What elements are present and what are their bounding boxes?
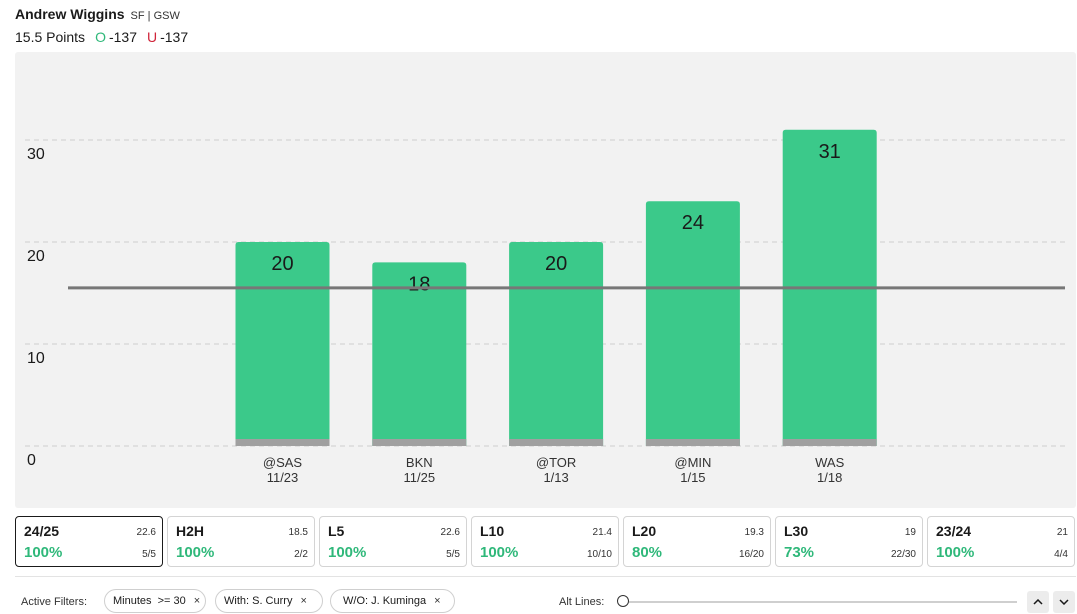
bar-base <box>235 439 330 446</box>
split-card-fraction: 10/10 <box>586 549 612 560</box>
bar-base <box>645 439 740 446</box>
split-card-hit-rate: 100% <box>176 544 215 561</box>
x-category-label: BKN <box>406 455 433 470</box>
filter-bar: Active Filters: Minutes >= 30 × With: S.… <box>15 576 1076 614</box>
split-card-hit-rate: 100% <box>328 544 367 561</box>
filter-chip-text: W/O: J. Kuminga <box>343 595 427 607</box>
bar <box>235 242 330 446</box>
split-card-average: 19.3 <box>744 527 764 538</box>
split-card-hit-rate: 100% <box>24 544 63 561</box>
split-card-average: 21 <box>1056 527 1068 538</box>
split-card-hit-rate: 73% <box>784 544 815 561</box>
player-name: Andrew Wiggins <box>15 6 125 22</box>
filter-chip-text: With: S. Curry <box>224 595 293 607</box>
under-odds[interactable]: U -137 <box>147 29 188 45</box>
y-tick-label: 30 <box>27 146 45 163</box>
bar <box>645 201 740 446</box>
split-card-average: 21.4 <box>592 527 612 538</box>
player-team: SF | GSW <box>130 10 180 22</box>
split-card[interactable]: L10 21.4 100% 10/10 <box>471 516 619 567</box>
split-card-label: L20 <box>632 523 657 539</box>
split-card[interactable]: 24/25 22.6 100% 5/5 <box>15 516 163 567</box>
bar-value-label: 20 <box>545 253 567 275</box>
split-card-fraction: 16/20 <box>738 549 764 560</box>
filter-chip-without-kuminga[interactable]: W/O: J. Kuminga × <box>330 589 455 613</box>
split-card-label: L30 <box>784 523 809 539</box>
split-card-fraction: 4/4 <box>1054 549 1068 560</box>
filter-chip-minutes[interactable]: Minutes >= 30 × <box>104 589 206 613</box>
split-card[interactable]: L20 19.3 80% 16/20 <box>623 516 771 567</box>
split-card-label: H2H <box>176 523 205 539</box>
y-tick-label: 0 <box>27 452 36 469</box>
bar <box>509 242 604 446</box>
over-odds[interactable]: O -137 <box>95 29 137 45</box>
game-log-chart: 0 10 20 30 20 @SAS 11/23 18 BKN 11/25 20 @TOR 1/13 24… <box>15 52 1076 508</box>
close-icon[interactable]: × <box>193 595 201 607</box>
x-date-label: 1/13 <box>543 470 568 485</box>
split-card-average: 18.5 <box>288 527 308 538</box>
split-card-label: L10 <box>480 523 505 539</box>
split-card-label: L5 <box>328 523 345 539</box>
under-odds-value: -137 <box>160 29 189 45</box>
prop-line: 15.5 Points <box>15 29 86 45</box>
chevron-down-icon <box>1059 599 1069 605</box>
filter-chip-text: Minutes >= 30 <box>113 595 186 607</box>
bar <box>372 262 467 446</box>
close-icon[interactable]: × <box>300 595 307 607</box>
bar-base <box>372 439 467 446</box>
chevron-up-icon <box>1033 599 1043 605</box>
split-card[interactable]: H2H 18.5 100% 2/2 <box>167 516 315 567</box>
x-date-label: 1/18 <box>817 470 842 485</box>
x-date-label: 11/25 <box>404 470 436 485</box>
split-card[interactable]: L30 19 73% 22/30 <box>775 516 923 567</box>
x-category-label: @MIN <box>674 455 711 470</box>
split-cards: 24/25 22.6 100% 5/5 H2H 18.5 100% 2/2 L5 22.6 100%… <box>15 516 1075 567</box>
split-card-hit-rate: 80% <box>632 544 663 561</box>
x-date-label: 11/23 <box>267 470 299 485</box>
alt-line-down-button[interactable] <box>1053 591 1075 613</box>
bar-value-label: 31 <box>819 141 841 163</box>
split-card[interactable]: L5 22.6 100% 5/5 <box>319 516 467 567</box>
close-icon[interactable]: × <box>434 595 441 607</box>
bar-value-label: 18 <box>408 273 430 295</box>
split-card-hit-rate: 100% <box>480 544 519 561</box>
split-card-label: 23/24 <box>936 523 972 539</box>
x-category-label: @TOR <box>536 455 576 470</box>
player-header: Andrew Wiggins SF | GSW 15.5 Points O -1… <box>15 6 188 45</box>
x-date-label: 1/15 <box>680 470 705 485</box>
y-tick-label: 10 <box>27 350 45 367</box>
active-filters-label: Active Filters: <box>21 596 88 608</box>
split-card-fraction: 5/5 <box>446 549 460 560</box>
split-card-fraction: 22/30 <box>890 549 916 560</box>
split-card-average: 19 <box>904 527 916 538</box>
alt-line-up-button[interactable] <box>1027 591 1049 613</box>
split-card-fraction: 2/2 <box>294 549 308 560</box>
alt-lines-slider-thumb[interactable] <box>617 595 629 607</box>
alt-lines-slider-track[interactable] <box>623 601 1017 603</box>
y-tick-label: 20 <box>27 248 45 265</box>
split-card-average: 22.6 <box>440 527 460 538</box>
split-card-label: 24/25 <box>24 523 60 539</box>
bar-value-label: 20 <box>271 253 293 275</box>
split-card-hit-rate: 100% <box>936 544 975 561</box>
filter-chip-with-curry[interactable]: With: S. Curry × <box>215 589 323 613</box>
split-card[interactable]: 23/24 21 100% 4/4 <box>927 516 1075 567</box>
split-card-fraction: 5/5 <box>142 549 156 560</box>
x-category-label: WAS <box>815 455 844 470</box>
bar-base <box>782 439 877 446</box>
split-card-average: 22.6 <box>136 527 156 538</box>
over-odds-value: -137 <box>108 29 137 45</box>
bar-value-label: 24 <box>682 212 704 234</box>
under-marker: U <box>146 29 158 45</box>
alt-lines-label: Alt Lines: <box>559 596 605 608</box>
over-marker: O <box>95 29 106 45</box>
x-category-label: @SAS <box>263 455 303 470</box>
bar-base <box>509 439 604 446</box>
